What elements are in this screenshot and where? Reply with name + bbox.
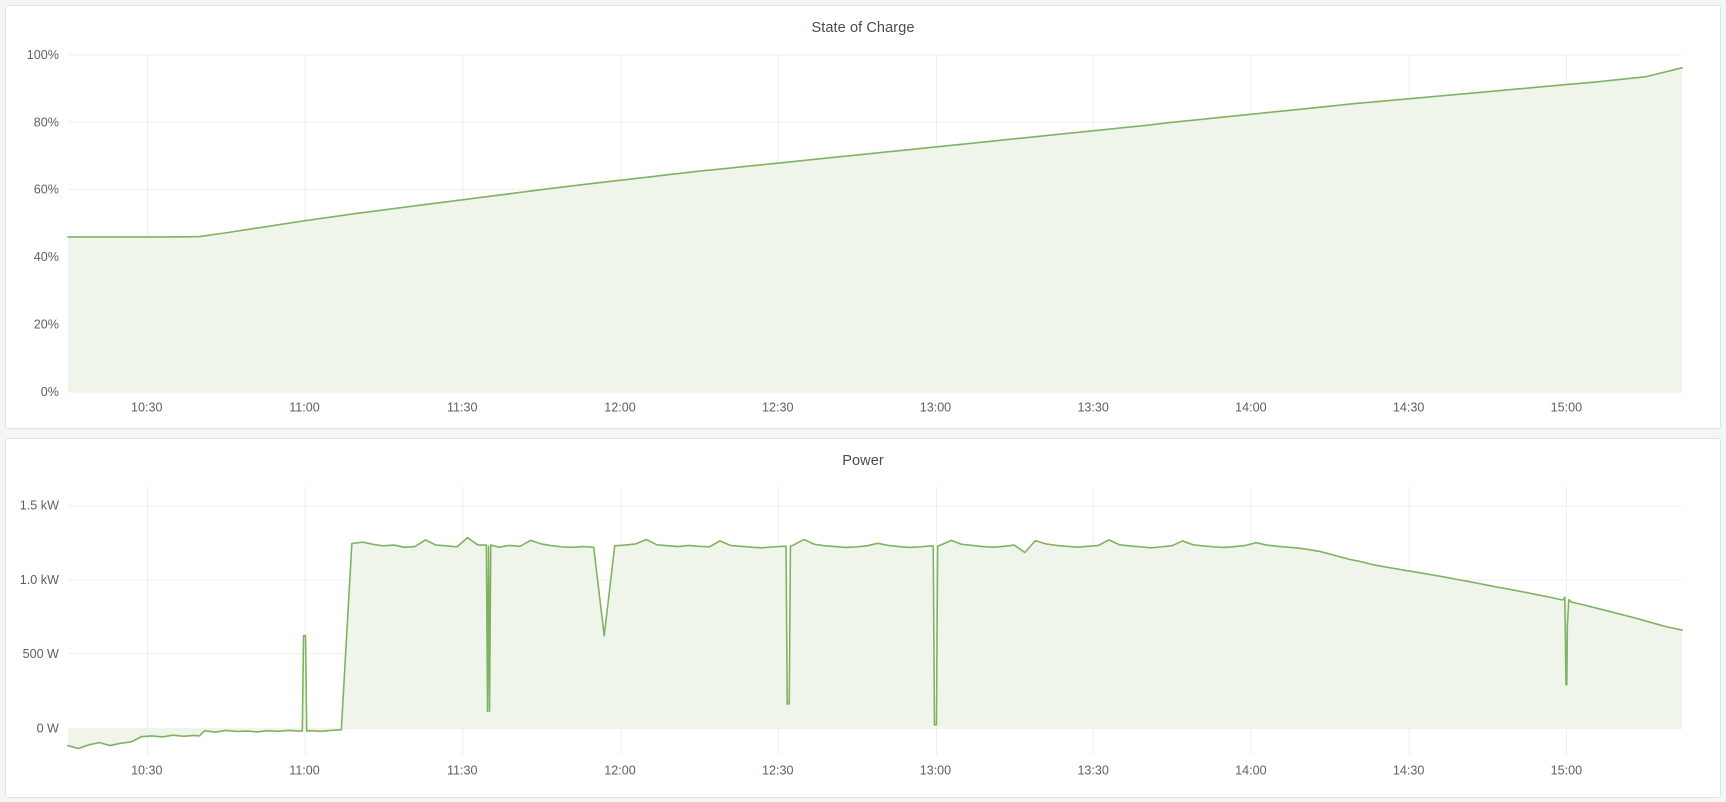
x-tick-label: 12:00 bbox=[604, 400, 635, 415]
chart-svg-power[interactable]: 0 W 500 W 1.0 kW 1.5 kW 10:30 11:00 11:30 12:00… bbox=[6, 473, 1720, 797]
chart-svg-state-of-charge[interactable]: 0% 20% 40% 60% 80% 100% 10:30 11:00 11:30 12:00 12… bbox=[6, 40, 1720, 428]
panel-title-state-of-charge: State of Charge bbox=[811, 20, 915, 36]
x-tick-label: 12:30 bbox=[762, 764, 793, 778]
x-tick-label: 14:00 bbox=[1235, 400, 1266, 415]
y-tick-label: 0 W bbox=[37, 721, 59, 735]
y-tick-label: 1.5 kW bbox=[20, 498, 59, 512]
x-tick-label: 13:00 bbox=[920, 764, 951, 778]
x-tick-label: 15:00 bbox=[1551, 764, 1582, 778]
y-tick-label: 60% bbox=[34, 182, 59, 197]
x-tick-label: 10:30 bbox=[131, 400, 162, 415]
x-tick-label: 12:00 bbox=[604, 764, 635, 778]
y-tick-label: 20% bbox=[34, 316, 59, 331]
panel-title-power: Power bbox=[842, 453, 884, 469]
x-tick-label: 14:30 bbox=[1393, 764, 1424, 778]
y-tick-label: 0% bbox=[41, 384, 59, 399]
y-tick-label: 500 W bbox=[23, 647, 59, 661]
x-tick-label: 11:30 bbox=[447, 764, 478, 778]
x-tick-label: 10:30 bbox=[131, 764, 162, 778]
plot-area-power[interactable]: 0 W 500 W 1.0 kW 1.5 kW 10:30 11:00 11:30 12:00… bbox=[6, 473, 1720, 797]
y-tick-label: 1.0 kW bbox=[20, 573, 59, 587]
x-tick-label: 13:30 bbox=[1077, 764, 1108, 778]
x-tick-label: 14:30 bbox=[1393, 400, 1424, 415]
x-tick-label: 12:30 bbox=[762, 400, 793, 415]
y-tick-label: 100% bbox=[27, 47, 59, 62]
x-tick-label: 13:30 bbox=[1077, 400, 1108, 415]
x-tick-label: 11:30 bbox=[447, 400, 478, 415]
x-tick-label: 11:00 bbox=[289, 764, 320, 778]
panel-state-of-charge[interactable]: State of Charge 0% 20% 40% 60% 80% 100% 10:30 1… bbox=[5, 5, 1721, 429]
y-tick-label: 80% bbox=[34, 114, 59, 129]
panel-power[interactable]: Power 0 W 500 W 1.0 kW 1.5 kW 10:30 11:00 11:3… bbox=[5, 438, 1721, 798]
x-tick-label: 11:00 bbox=[289, 400, 320, 415]
x-tick-label: 14:00 bbox=[1235, 764, 1266, 778]
x-tick-label: 13:00 bbox=[920, 400, 951, 415]
x-tick-label: 15:00 bbox=[1551, 400, 1582, 415]
y-tick-label: 40% bbox=[34, 249, 59, 264]
plot-area-state-of-charge[interactable]: 0% 20% 40% 60% 80% 100% 10:30 11:00 11:30 12:00 12… bbox=[6, 40, 1720, 428]
